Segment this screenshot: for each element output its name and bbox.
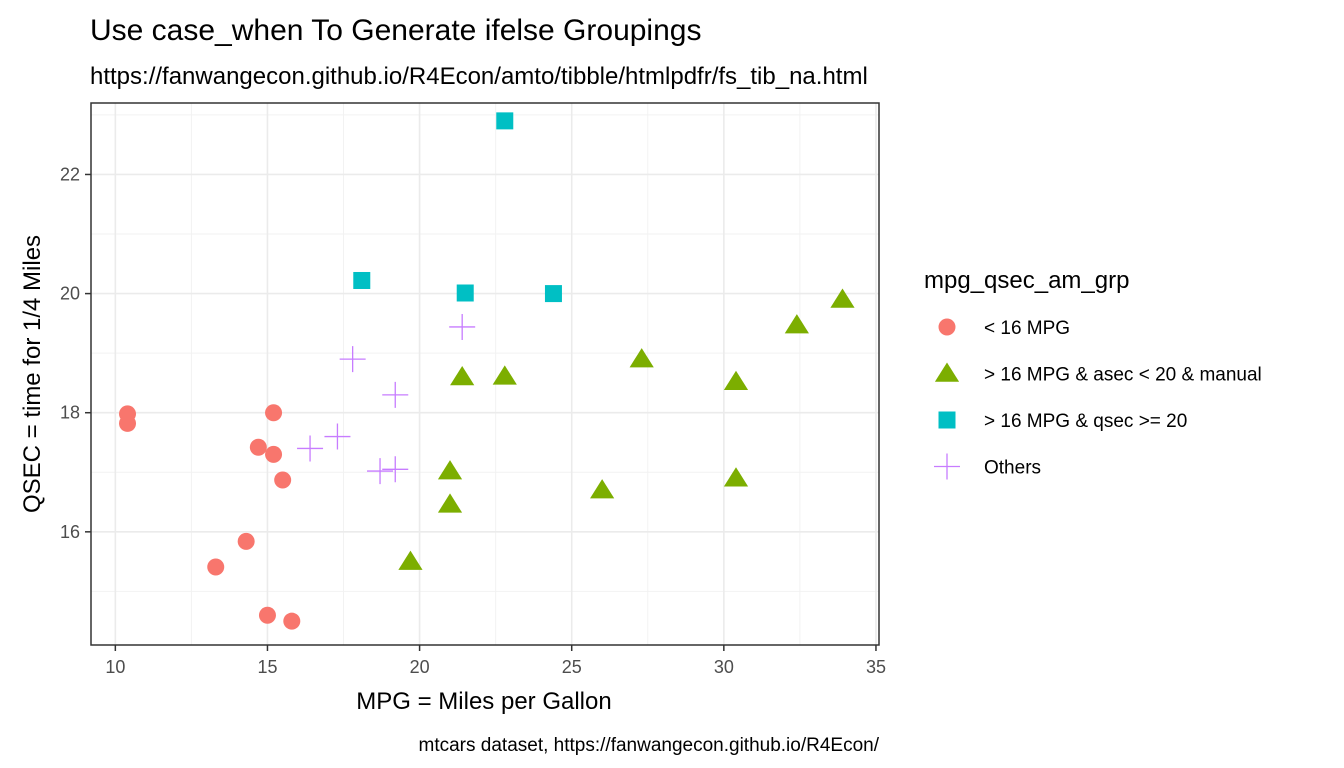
data-point (496, 112, 514, 130)
x-tick-label: 25 (562, 657, 582, 677)
y-tick-label: 20 (60, 284, 80, 304)
legend-key (934, 362, 960, 382)
legend-label: < 16 MPG (984, 318, 1070, 339)
data-point (590, 479, 615, 499)
data-point (339, 346, 366, 373)
data-point (367, 458, 394, 485)
x-tick-label: 20 (410, 657, 430, 677)
legend: < 16 MPG > 16 MPG & asec < 20 & manual > 1… (934, 318, 1262, 480)
legend-item: > 16 MPG & asec < 20 & manual (934, 362, 1262, 386)
data-point (265, 404, 283, 422)
data-point (382, 456, 409, 483)
data-point (274, 471, 292, 489)
data-point (353, 271, 371, 289)
series-3 (297, 313, 476, 485)
data-point (398, 550, 423, 570)
data-point (249, 438, 267, 456)
data-point (492, 365, 517, 385)
legend-key (938, 411, 956, 429)
chart-subtitle: https://fanwangecon.github.io/R4Econ/amt… (90, 63, 868, 90)
legend-label: Others (984, 458, 1041, 479)
chart-caption: mtcars dataset, https://fanwangecon.gith… (419, 735, 880, 756)
series-0 (119, 404, 301, 630)
data-point (283, 612, 301, 630)
x-tick-label: 10 (105, 657, 125, 677)
x-tick-label: 15 (257, 657, 277, 677)
legend-key (934, 453, 960, 480)
series-1 (398, 288, 855, 570)
data-point (784, 314, 809, 334)
chart-title: Use case_when To Generate ifelse Groupin… (90, 14, 701, 47)
x-tick-label: 35 (866, 657, 886, 677)
x-axis: 10 15 20 25 30 35 (105, 645, 886, 677)
data-point (297, 435, 324, 462)
y-tick-label: 18 (60, 403, 80, 423)
data-point (437, 460, 463, 480)
data-point (324, 423, 351, 450)
panel-background (91, 103, 879, 645)
data-point (544, 285, 562, 303)
series-2 (353, 112, 562, 303)
x-tick-label: 30 (714, 657, 734, 677)
plot-panel (91, 103, 879, 645)
legend-label: > 16 MPG & asec < 20 & manual (984, 365, 1262, 386)
legend-key (938, 318, 956, 336)
data-point (207, 558, 225, 576)
y-axis: 16 18 20 22 (60, 164, 91, 542)
data-point (450, 365, 475, 386)
legend-label: > 16 MPG & qsec >= 20 (984, 411, 1187, 432)
plot-panel-border (90, 102, 880, 646)
data-point (237, 532, 255, 550)
legend-item: > 16 MPG & qsec >= 20 (938, 411, 1187, 432)
data-point (723, 370, 749, 390)
data-point (629, 348, 654, 368)
data-point (382, 381, 409, 408)
data-point (723, 467, 749, 487)
y-tick-label: 16 (60, 522, 80, 542)
legend-item: < 16 MPG (938, 318, 1070, 339)
legend-title: mpg_qsec_am_grp (924, 267, 1129, 294)
y-tick-label: 22 (60, 164, 80, 184)
y-axis-title: QSEC = time for 1/4 Miles (19, 235, 46, 513)
data-point (449, 313, 476, 340)
data-point (265, 445, 283, 463)
x-axis-title: MPG = Miles per Gallon (356, 688, 611, 715)
data-point (437, 493, 463, 513)
data-point (830, 288, 855, 308)
legend-item: Others (934, 453, 1041, 480)
data-point (456, 284, 474, 302)
data-points (119, 112, 855, 630)
data-point (119, 405, 137, 423)
data-point (258, 606, 276, 624)
